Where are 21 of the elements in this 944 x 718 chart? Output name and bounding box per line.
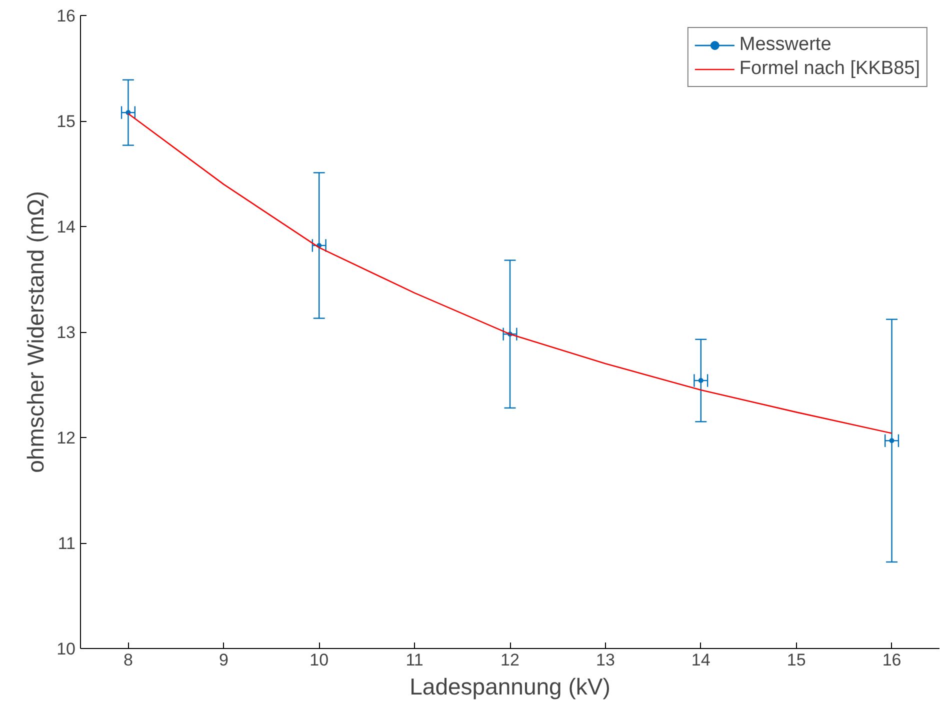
y-axis-title: ohmscher Widerstand (mΩ) [22, 191, 49, 473]
x-tick-label: 8 [123, 650, 133, 670]
x-tick-label: 14 [691, 650, 710, 670]
x-axis-title: Ladespannung (kV) [410, 674, 610, 700]
legend-label: Messwerte [739, 34, 832, 56]
x-tick-label: 9 [218, 650, 228, 670]
y-tick-label: 11 [58, 534, 76, 553]
y-tick-label: 16 [56, 6, 76, 26]
x-tick-label: 11 [406, 650, 424, 670]
point [698, 378, 704, 384]
y-tick-label: 13 [56, 323, 76, 342]
x-tick-label: 13 [596, 650, 615, 670]
legend-label: Formel nach [KKB85] [739, 58, 920, 80]
y-tick-label: 14 [56, 218, 76, 236]
x-tick-label: 16 [882, 650, 902, 670]
y-tick-label: 15 [56, 112, 76, 131]
x-tick-label: 12 [500, 650, 520, 670]
y-tick-label: 12 [56, 428, 76, 448]
point [889, 438, 894, 444]
x-tick-label: 10 [310, 650, 329, 670]
x-tick-label: 15 [786, 650, 806, 670]
